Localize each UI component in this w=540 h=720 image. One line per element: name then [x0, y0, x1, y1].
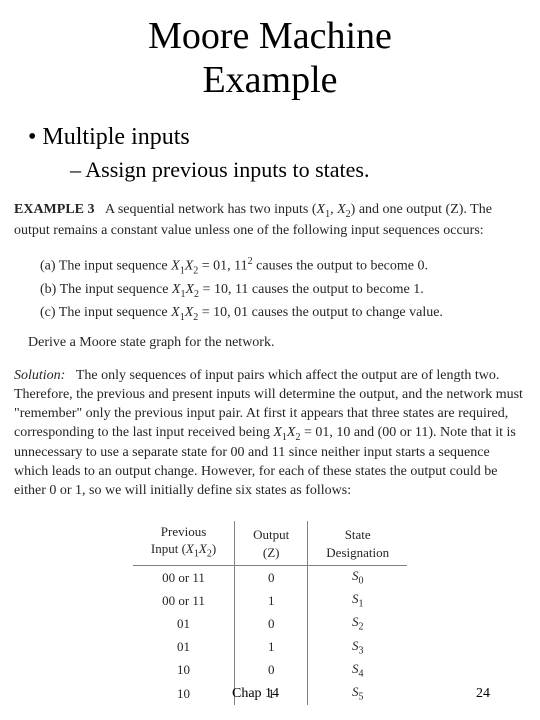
cell-input: 00 or 11	[133, 589, 235, 612]
cell-output: 1	[235, 589, 308, 612]
bullet-sub: Assign previous inputs to states.	[70, 157, 540, 183]
state-table-body: 00 or 110S000 or 111S1010S2011S3100S4101…	[133, 566, 407, 705]
state-table: Previous Input (X1X2) Output (Z) State D…	[133, 521, 407, 705]
cell-output: 0	[235, 659, 308, 682]
cell-input: 01	[133, 636, 235, 659]
slide-title: Moore Machine Example	[0, 0, 540, 102]
footer-page-number: 24	[476, 686, 490, 702]
rule-b: (b) The input sequence X1X2 = 10, 11 cau…	[40, 281, 526, 301]
table-row: 100S4	[133, 659, 407, 682]
table-row: 011S3	[133, 636, 407, 659]
cell-output: 0	[235, 566, 308, 590]
example-block: EXAMPLE 3 A sequential network has two i…	[0, 183, 540, 704]
cell-state: S5	[308, 682, 407, 705]
table-row: 00 or 110S0	[133, 566, 407, 590]
cell-input: 10	[133, 682, 235, 705]
footer-chapter: Chap 14	[232, 686, 279, 702]
example-intro-text: A sequential network has two inputs (	[105, 202, 317, 217]
rule-list: (a) The input sequence X1X2 = 01, 112 ca…	[40, 255, 526, 325]
cell-output: 1	[235, 636, 308, 659]
th-state: State Designation	[308, 521, 407, 566]
rule-c: (c) The input sequence X1X2 = 10, 01 cau…	[40, 304, 526, 324]
title-line-2: Example	[202, 59, 337, 101]
bullet-main: Multiple inputs	[28, 124, 540, 151]
solution-block: Solution: The only sequences of input pa…	[14, 367, 526, 501]
th-input: Previous Input (X1X2)	[133, 521, 235, 566]
cell-output: 0	[235, 612, 308, 635]
cell-state: S1	[308, 589, 407, 612]
derive-instruction: Derive a Moore state graph for the netwo…	[28, 334, 526, 353]
cell-state: S0	[308, 566, 407, 590]
example-intro: EXAMPLE 3 A sequential network has two i…	[14, 201, 526, 240]
rule-a: (a) The input sequence X1X2 = 01, 112 ca…	[40, 255, 526, 278]
cell-input: 01	[133, 612, 235, 635]
cell-state: S3	[308, 636, 407, 659]
cell-input: 10	[133, 659, 235, 682]
table-row: 010S2	[133, 612, 407, 635]
cell-state: S2	[308, 612, 407, 635]
th-output: Output (Z)	[235, 521, 308, 566]
cell-input: 00 or 11	[133, 566, 235, 590]
table-row: 00 or 111S1	[133, 589, 407, 612]
title-line-1: Moore Machine	[148, 15, 392, 57]
cell-state: S4	[308, 659, 407, 682]
example-label: EXAMPLE 3	[14, 202, 95, 217]
solution-label: Solution:	[14, 368, 65, 383]
